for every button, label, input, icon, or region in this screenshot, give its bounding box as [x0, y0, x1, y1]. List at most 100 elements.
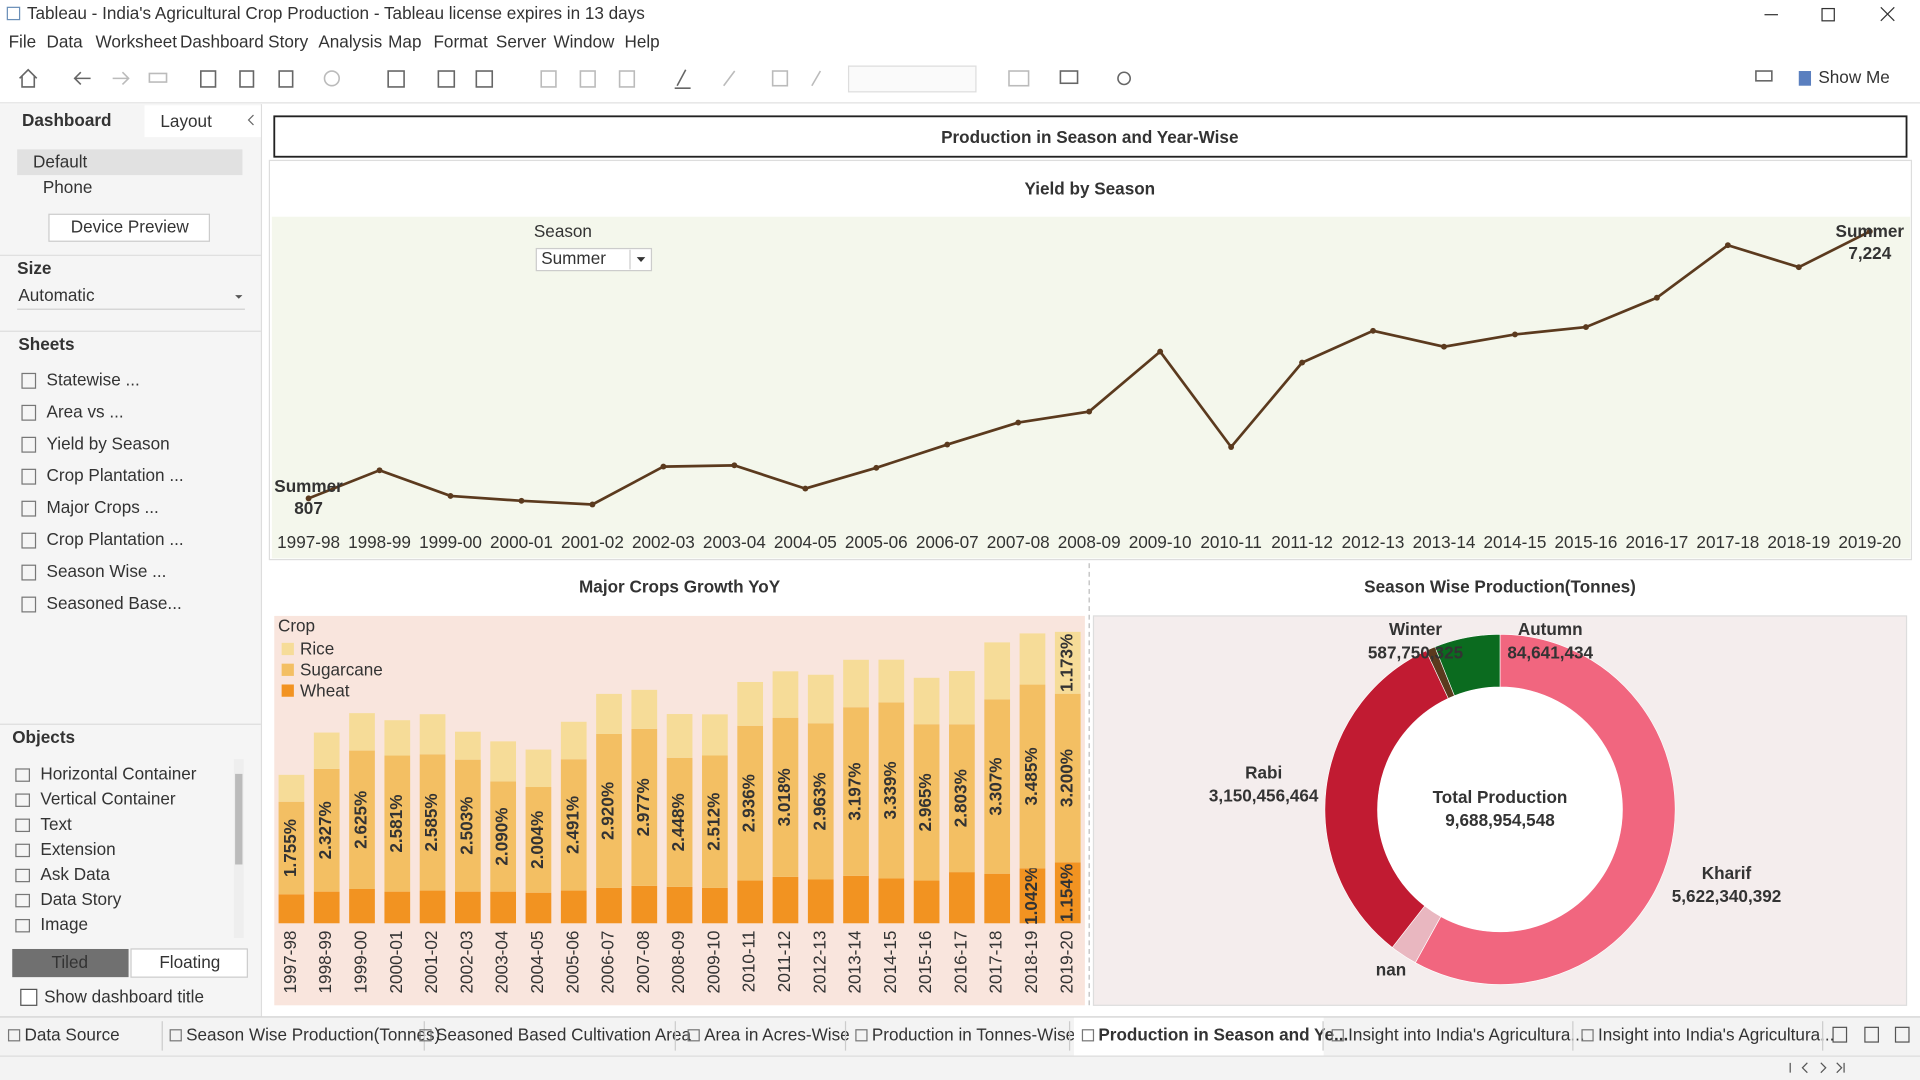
sheet-tab[interactable]: Insight into India's Agricultura... — [1598, 1024, 1834, 1044]
restore-button[interactable] — [1821, 7, 1835, 22]
tiled-button[interactable] — [12, 948, 129, 978]
highlight-icon[interactable] — [674, 69, 691, 89]
floating-button[interactable] — [130, 948, 248, 978]
fit-dropdown[interactable] — [847, 65, 977, 93]
menu-item[interactable]: Window — [553, 31, 615, 51]
sheet-item[interactable]: Season Wise ... — [47, 561, 167, 581]
sheet-item[interactable]: Yield by Season — [47, 433, 170, 453]
filter-value[interactable]: Summer — [541, 248, 606, 268]
menu-item[interactable]: Dashboard — [180, 31, 264, 51]
menu-item[interactable]: Worksheet — [96, 31, 178, 51]
scrollbar-thumb[interactable] — [235, 773, 243, 865]
dashboard-title-box — [273, 115, 1908, 158]
sheet-tab[interactable]: Data Source — [24, 1024, 119, 1044]
sheet-item[interactable]: Statewise ... — [47, 369, 140, 389]
layout-mode[interactable]: Tiled — [52, 952, 88, 972]
clear-icon[interactable] — [475, 70, 494, 88]
pause-icon[interactable] — [278, 70, 294, 88]
menu-item[interactable]: Data — [47, 31, 84, 51]
object-item[interactable]: Horizontal Container — [40, 764, 196, 784]
format-icon[interactable] — [1755, 70, 1773, 82]
new-dashboard-tab[interactable] — [1864, 1026, 1879, 1043]
sheet-item[interactable]: Major Crops ... — [47, 497, 159, 517]
tab-icon — [1581, 1029, 1594, 1042]
new-story-tab[interactable] — [1894, 1026, 1910, 1043]
group-icon[interactable] — [723, 70, 736, 87]
save-icon[interactable] — [200, 70, 217, 88]
share-icon[interactable] — [1117, 71, 1132, 86]
sheet-icon — [21, 372, 37, 389]
object-item[interactable]: Extension — [40, 839, 115, 859]
sheet-tab[interactable]: Area in Acres-Wise — [704, 1024, 850, 1044]
slice-label: nan — [1376, 960, 1406, 980]
sheet-tab[interactable]: Seasoned Based Cultivation Area — [436, 1024, 692, 1044]
collapse-icon[interactable] — [247, 114, 254, 126]
data-label: 1.173% — [1056, 634, 1076, 692]
bar-segment — [737, 681, 764, 726]
menu-item[interactable]: Analysis — [318, 31, 382, 51]
device-selected-bg — [17, 149, 243, 176]
device-option[interactable]: Default — [33, 151, 88, 171]
sort-desc-icon[interactable] — [618, 70, 636, 88]
sort-asc-icon[interactable] — [579, 70, 596, 88]
forward-icon[interactable] — [112, 71, 130, 86]
home-icon[interactable] — [19, 68, 38, 88]
object-item[interactable]: Text — [40, 814, 72, 834]
sheet-tab[interactable]: Production in Tonnes-Wise — [872, 1024, 1075, 1044]
sheet-item[interactable]: Area vs ... — [47, 401, 124, 421]
size-dropdown[interactable]: Automatic — [18, 285, 95, 305]
new-sheet-icon[interactable] — [387, 70, 405, 88]
refresh-icon[interactable] — [323, 70, 340, 87]
sheet-item[interactable]: Seasoned Base... — [47, 593, 182, 613]
checkbox-label[interactable]: Show dashboard title — [44, 986, 204, 1006]
object-icon — [15, 843, 31, 858]
menu-item[interactable]: Help — [624, 31, 659, 51]
object-item[interactable]: Vertical Container — [40, 789, 175, 809]
device-option[interactable]: Phone — [43, 177, 93, 197]
x-tick-label: 2019-20 — [1056, 931, 1076, 994]
panel-tab[interactable]: Dashboard — [22, 110, 111, 130]
label-icon[interactable] — [771, 70, 789, 87]
line-point — [305, 495, 312, 502]
sheet-tab[interactable]: Insight into India's Agricultura... — [1348, 1024, 1584, 1044]
x-tick-label: 2012-13 — [809, 931, 829, 994]
checkbox[interactable] — [20, 988, 38, 1006]
presentation-icon[interactable] — [1059, 70, 1079, 85]
show-me-icon[interactable] — [1798, 71, 1812, 86]
device-preview-button[interactable] — [48, 213, 211, 242]
object-item[interactable]: Data Story — [40, 889, 121, 909]
swap-icon[interactable] — [540, 70, 557, 88]
menu-item[interactable]: Map — [388, 31, 421, 51]
menu-item[interactable]: Format — [433, 31, 487, 51]
line-point — [1370, 327, 1376, 334]
device-preview-label[interactable]: Device Preview — [71, 216, 190, 236]
menu-item[interactable]: File — [9, 31, 37, 51]
show-me-button[interactable]: Show Me — [1818, 67, 1889, 87]
pin-icon[interactable] — [811, 70, 822, 87]
close-button[interactable] — [1880, 6, 1895, 22]
sheet-item[interactable]: Crop Plantation ... — [47, 529, 184, 549]
layout-mode[interactable]: Floating — [159, 952, 220, 972]
duplicate-icon[interactable] — [437, 70, 456, 88]
sheet-icon — [21, 436, 37, 453]
dropdown-arrow — [636, 257, 646, 263]
bar-segment — [984, 699, 1011, 874]
sheet-item[interactable]: Crop Plantation ... — [47, 465, 184, 485]
new-datasource-icon[interactable] — [239, 70, 255, 88]
menu-item[interactable]: Story — [268, 31, 308, 51]
sheet-tab[interactable]: Production in Season and Ye... — [1098, 1024, 1348, 1044]
tab-icon — [1081, 1029, 1095, 1042]
filter-dropdown[interactable] — [535, 247, 653, 272]
bar-segment — [596, 733, 622, 888]
object-item[interactable]: Ask Data — [40, 864, 110, 884]
cards-icon[interactable] — [1008, 70, 1030, 87]
sheet-tab[interactable]: Season Wise Production(Tonnes) — [186, 1024, 440, 1044]
tab-navigation[interactable] — [1789, 1062, 1845, 1074]
object-item[interactable]: Image — [40, 914, 88, 934]
new-worksheet-tab[interactable] — [1832, 1026, 1848, 1043]
panel-tab[interactable]: Layout — [160, 111, 212, 131]
menu-item[interactable]: Server — [496, 31, 547, 51]
back-icon[interactable] — [73, 71, 91, 86]
redo-icon[interactable] — [148, 72, 168, 83]
slice-value: 84,641,434 — [1507, 642, 1593, 662]
